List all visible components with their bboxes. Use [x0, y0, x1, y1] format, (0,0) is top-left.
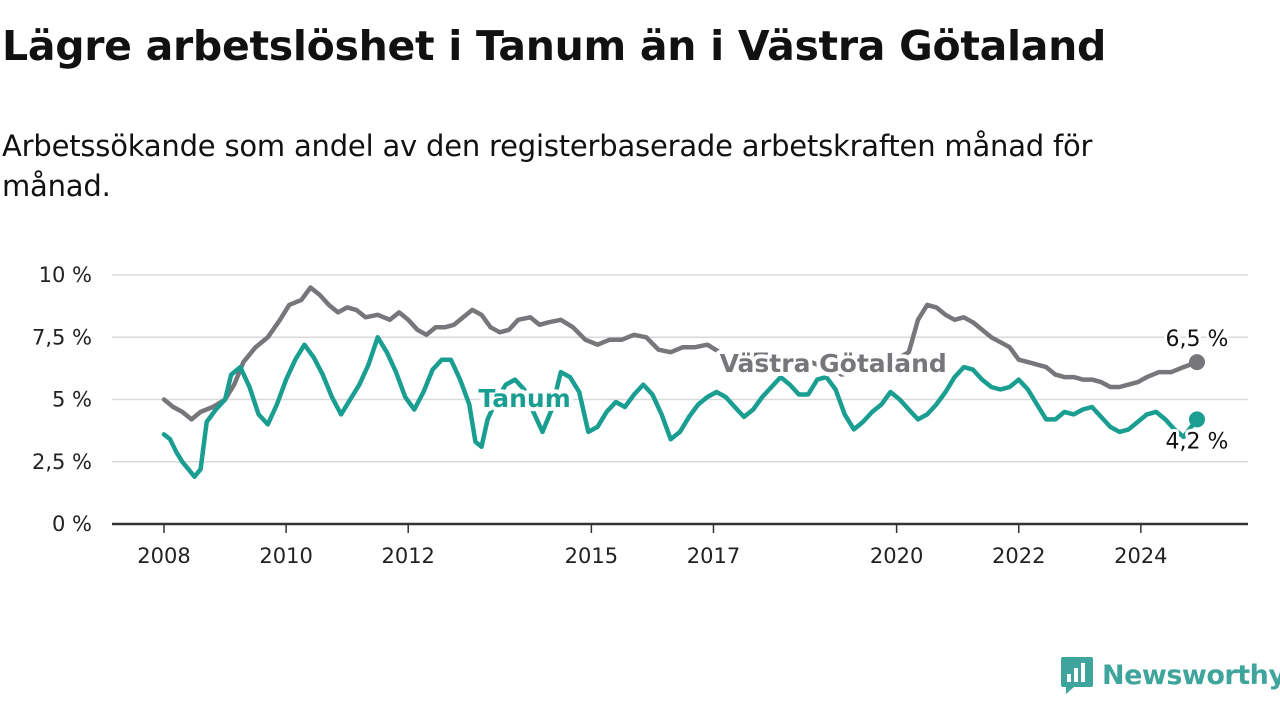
- y-tick-label: 7,5 %: [32, 325, 92, 349]
- page-subtitle: Arbetssökande som andel av den registerb…: [2, 129, 1093, 203]
- x-tick-label: 2017: [687, 544, 740, 568]
- x-tick-label: 2020: [870, 544, 923, 568]
- grid-lines: [112, 274, 1248, 463]
- end-point: [1189, 354, 1205, 371]
- end-markers: 6,5 % 4,2 %: [1163, 324, 1232, 457]
- series-label: Västra Götaland: [720, 349, 947, 378]
- page-title: Lägre arbetslöshet i Tanum än i Västra G…: [2, 22, 1107, 70]
- series-line-tanum: [161, 335, 1200, 479]
- y-tick-label: 2,5 %: [32, 450, 92, 474]
- x-tick-label: 2010: [259, 544, 312, 568]
- newsworthy-logo: Newsworthy: [1060, 654, 1280, 696]
- end-value-label: 4,2 %: [1166, 429, 1229, 454]
- series-labels: Västra Götaland Tanum: [474, 345, 950, 417]
- x-axis: 2008 2010 2012 2015 2017 2020 2022 2024: [112, 522, 1248, 568]
- y-tick-label: 5 %: [52, 388, 92, 412]
- x-tick-label: 2008: [137, 544, 190, 568]
- brand-name: Newsworthy: [1102, 659, 1280, 691]
- end-point: [1189, 411, 1205, 428]
- y-tick-label: 10 %: [39, 263, 92, 287]
- end-value-label: 6,5 %: [1166, 327, 1229, 352]
- x-tick-label: 2022: [992, 544, 1045, 568]
- x-tick-label: 2012: [381, 544, 434, 568]
- x-tick-label: 2015: [565, 544, 618, 568]
- x-tick-label: 2024: [1114, 544, 1167, 568]
- bar-chart-icon: [1061, 657, 1093, 694]
- y-axis: 0 % 2,5 % 5 % 7,5 % 10 %: [32, 263, 92, 536]
- series-line-v-stra-g-taland: [161, 285, 1200, 422]
- y-tick-label: 0 %: [52, 512, 92, 536]
- series-lines: [161, 285, 1200, 479]
- series-label: Tanum: [478, 384, 570, 413]
